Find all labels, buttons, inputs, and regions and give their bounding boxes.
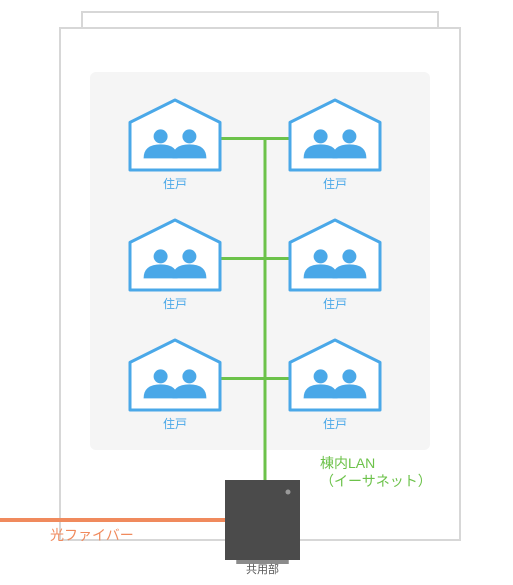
house-label: 住戸 bbox=[163, 177, 187, 191]
router-led-icon bbox=[286, 490, 291, 495]
house-label: 住戸 bbox=[323, 297, 347, 311]
diagram-svg: 住戸住戸住戸住戸住戸住戸 bbox=[0, 0, 513, 585]
person-head-icon bbox=[314, 129, 328, 143]
person-head-icon bbox=[342, 129, 356, 143]
fiber-label-text: 光ファイバー bbox=[50, 527, 134, 543]
person-head-icon bbox=[182, 129, 196, 143]
person-head-icon bbox=[154, 129, 168, 143]
lan-label: 棟内LAN （イーサネット） bbox=[320, 454, 432, 490]
house-label: 住戸 bbox=[323, 177, 347, 191]
lan-label-line2: （イーサネット） bbox=[320, 473, 432, 489]
person-head-icon bbox=[342, 369, 356, 383]
house-label: 住戸 bbox=[163, 417, 187, 431]
person-head-icon bbox=[314, 369, 328, 383]
person-head-icon bbox=[154, 249, 168, 263]
person-head-icon bbox=[182, 369, 196, 383]
router-label-text: 共用部 bbox=[246, 564, 279, 576]
house-label: 住戸 bbox=[163, 297, 187, 311]
person-head-icon bbox=[314, 249, 328, 263]
diagram-canvas: 住戸住戸住戸住戸住戸住戸 bbox=[0, 0, 513, 585]
fiber-label: 光ファイバー bbox=[50, 526, 134, 544]
router-label: 共用部 bbox=[246, 563, 279, 577]
building-roof bbox=[82, 12, 438, 28]
person-head-icon bbox=[182, 249, 196, 263]
lan-label-line1: 棟内LAN bbox=[320, 455, 375, 471]
person-head-icon bbox=[154, 369, 168, 383]
person-head-icon bbox=[342, 249, 356, 263]
house-label: 住戸 bbox=[323, 417, 347, 431]
